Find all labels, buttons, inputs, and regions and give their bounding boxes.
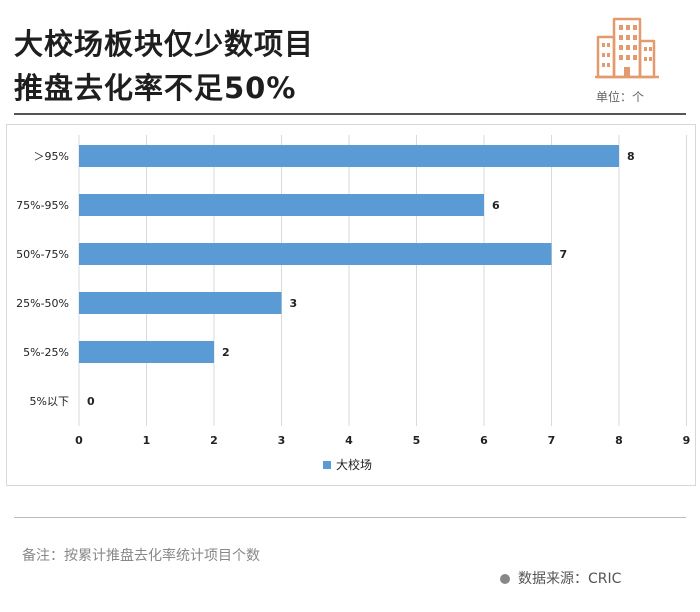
bar-1 [79, 194, 484, 216]
category-label-3: 25%-50% [16, 297, 69, 310]
category-label-1: 75%-95% [16, 199, 69, 212]
building-icon [595, 17, 659, 79]
category-label-2: 50%-75% [16, 248, 69, 261]
legend-swatch [323, 461, 331, 469]
value-label-4: 2 [222, 346, 230, 359]
category-label-0: ＞95% [34, 150, 69, 163]
bar-4 [79, 341, 214, 363]
legend-label: 大校场 [336, 457, 372, 472]
title-line-2: 推盘去化率不足50% [14, 71, 297, 105]
bar-2 [79, 243, 552, 265]
x-tick-label-8: 8 [615, 434, 623, 447]
value-label-0: 8 [627, 150, 635, 163]
x-tick-label-4: 4 [345, 434, 353, 447]
header-divider [14, 113, 686, 115]
value-label-2: 7 [560, 248, 568, 261]
x-tick-label-1: 1 [143, 434, 151, 447]
source-bullet-icon [500, 574, 510, 584]
source-text: 数据来源：CRIC [518, 571, 622, 587]
value-label-5: 0 [87, 395, 95, 408]
x-tick-label-6: 6 [480, 434, 488, 447]
x-tick-label-2: 2 [210, 434, 218, 447]
footnote: 备注：按累计推盘去化率统计项目个数 [22, 548, 260, 564]
bar-3 [79, 292, 282, 314]
x-tick-label-3: 3 [278, 434, 286, 447]
x-tick-label-9: 9 [683, 434, 691, 447]
value-label-3: 3 [290, 297, 298, 310]
unit-label: 单位：个 [596, 90, 645, 104]
source-line: 数据来源：CRIC [500, 568, 621, 588]
footer-divider [14, 517, 686, 518]
category-label-5: 5%以下 [30, 395, 69, 408]
chart-title: 大校场板块仅少数项目 推盘去化率不足50% [14, 22, 314, 110]
bar-0 [79, 145, 619, 167]
title-line-1: 大校场板块仅少数项目 [14, 27, 315, 61]
bar-chart: ＞95% 8 75%-95% 6 50%-75% 7 25%-50% 3 5%-25% 2 5%以下… [16, 135, 691, 472]
x-tick-label-5: 5 [413, 434, 421, 447]
value-label-1: 6 [492, 199, 500, 212]
x-tick-label-0: 0 [75, 434, 83, 447]
x-tick-label-7: 7 [548, 434, 556, 447]
plot-area-frame [6, 124, 696, 486]
category-label-4: 5%-25% [23, 346, 69, 359]
